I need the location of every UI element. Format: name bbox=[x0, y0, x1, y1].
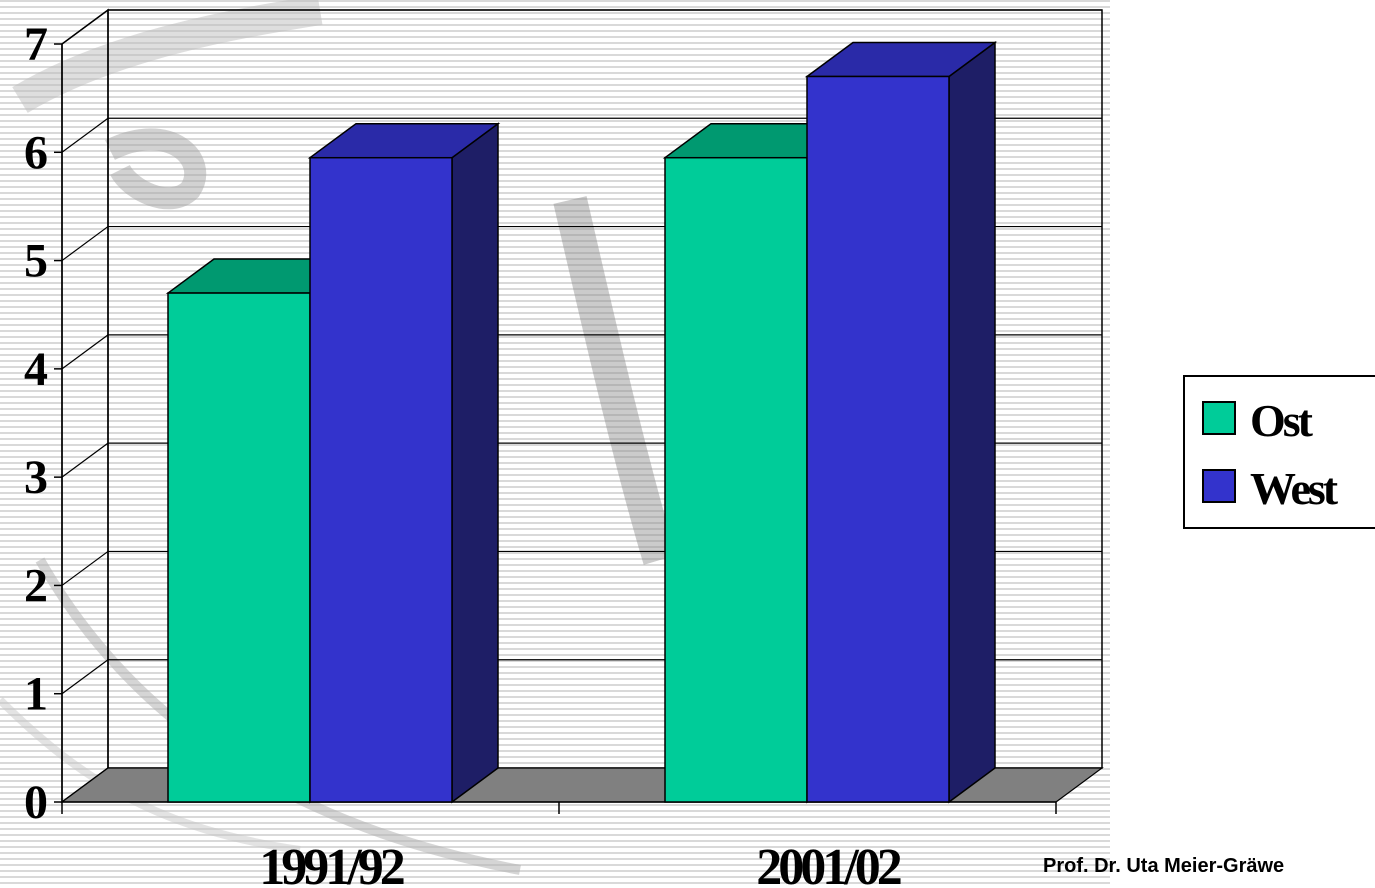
y-tick-label: 4 bbox=[24, 343, 48, 396]
legend-swatch-west bbox=[1202, 469, 1236, 503]
y-tick-label: 2 bbox=[24, 559, 48, 612]
y-tick-label: 7 bbox=[24, 18, 48, 71]
legend: Ost West bbox=[1183, 375, 1375, 529]
y-tick-label: 5 bbox=[24, 235, 48, 288]
y-tick-label: 0 bbox=[24, 776, 48, 829]
bar-ost-1 bbox=[167, 292, 311, 803]
x-category-label: 1991/92 bbox=[259, 839, 403, 888]
legend-swatch-ost bbox=[1202, 401, 1236, 435]
legend-label-ost: Ost bbox=[1250, 395, 1314, 446]
x-category-label: 2001/02 bbox=[756, 839, 900, 888]
gridline bbox=[61, 117, 1102, 153]
bar-west-2-side bbox=[948, 40, 996, 804]
y-tick-label: 6 bbox=[24, 126, 48, 179]
gridline bbox=[61, 9, 1102, 45]
author-credit: Prof. Dr. Uta Meier-Gräwe bbox=[1043, 855, 1285, 877]
y-tick-label: 3 bbox=[24, 451, 48, 504]
bar-west-1-side bbox=[451, 122, 499, 804]
bar-ost-2 bbox=[664, 156, 808, 803]
y-tick-label: 1 bbox=[24, 668, 48, 721]
bar-west-2 bbox=[806, 75, 950, 803]
legend-label-west: West bbox=[1250, 463, 1339, 514]
bar-west-1 bbox=[309, 156, 453, 803]
